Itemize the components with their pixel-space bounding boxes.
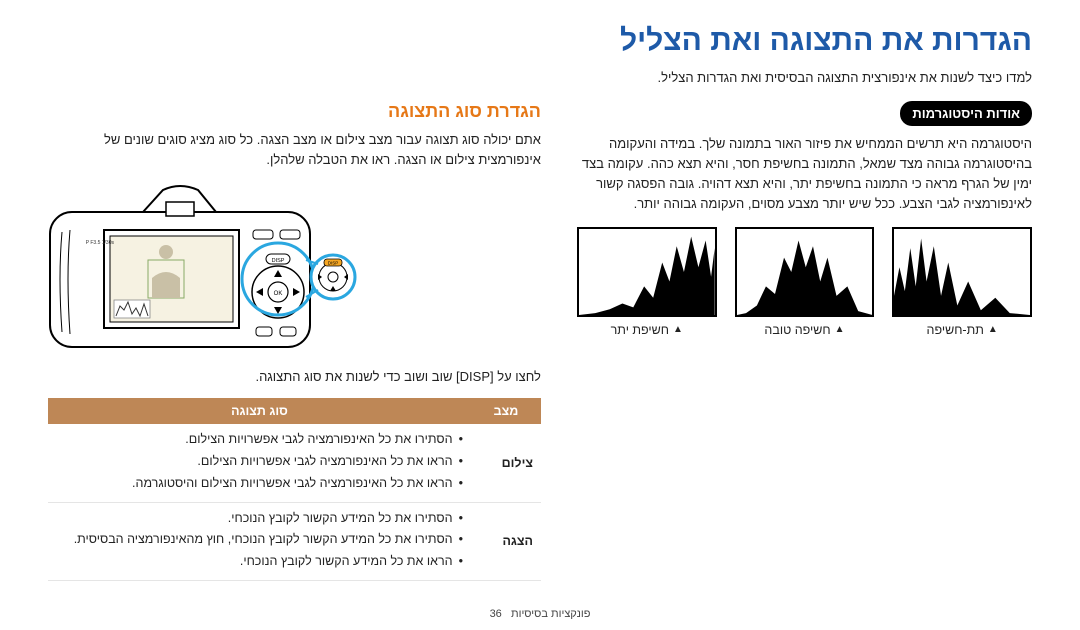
- list-item: הראו את כל המידע הקשור לקובץ הנוכחי.: [56, 552, 463, 571]
- mode-label-play: הצגה: [471, 502, 541, 580]
- intro-text: למדו כיצד לשנות את אינפורצית התצוגה הבסי…: [48, 70, 1032, 85]
- list-item: הסתירו את כל האינפורמציה לגבי אפשרויות ה…: [56, 430, 463, 449]
- table-row: צילום הסתירו את כל האינפורמציה לגבי אפשר…: [48, 424, 541, 502]
- hist-caption-text: חשיפת יתר: [611, 323, 669, 337]
- page-number: 36: [490, 608, 502, 620]
- footer-label: פונקציות בסיסיות: [511, 608, 590, 620]
- svg-text:OK: OK: [274, 291, 283, 297]
- hist-caption-text: חשיפה טובה: [764, 323, 830, 337]
- histogram-sub-header: אודות היסטוגרמות: [900, 101, 1032, 126]
- hist-under-svg: [894, 229, 1030, 315]
- type-col-header: סוג תצוגה: [48, 398, 471, 424]
- triangle-icon: ▲: [673, 324, 683, 335]
- triangle-icon: ▲: [988, 324, 998, 335]
- disp-instruction: לחצו על [DISP] שוב ושוב כדי לשנות את סוג…: [48, 369, 541, 384]
- disp-button-label: DISP: [460, 369, 490, 384]
- mode-items-shoot: הסתירו את כל האינפורמציה לגבי אפשרויות ה…: [48, 424, 471, 502]
- hist-cell-good: חשיפה טובה ▲: [735, 227, 875, 337]
- mode-col-header: מצב: [471, 398, 541, 424]
- disp-suffix: ] שוב ושוב כדי לשנות את סוג התצוגה.: [255, 369, 459, 384]
- hist-box-good: [735, 227, 875, 317]
- display-type-body: אתם יכולה סוג תצוגה עבור מצב צילום או מצ…: [48, 130, 541, 170]
- list-item: הסתירו את כל המידע הקשור לקובץ הנוכחי, ח…: [56, 530, 463, 549]
- triangle-icon: ▲: [835, 324, 845, 335]
- list-item: הראו את כל האינפורמציה לגבי אפשרויות הצי…: [56, 474, 463, 493]
- svg-text:DISP: DISP: [272, 258, 285, 264]
- left-column: אודות היסטוגרמות היסטוגרמה היא תרשים הממ…: [577, 101, 1032, 581]
- display-type-heading: הגדרת סוג התצוגה: [48, 101, 541, 122]
- svg-text:DISP: DISP: [328, 261, 339, 266]
- svg-text:P F3.5 1/30s: P F3.5 1/30s: [86, 240, 115, 246]
- hist-caption-good: חשיפה טובה ▲: [735, 323, 875, 337]
- hist-caption-under: תת-חשיפה ▲: [892, 323, 1032, 337]
- hist-cell-over: חשיפת יתר ▲: [577, 227, 717, 337]
- mode-label-shoot: צילום: [471, 424, 541, 502]
- mode-items-play: הסתירו את כל המידע הקשור לקובץ הנוכחי. ה…: [48, 502, 471, 580]
- histogram-row: תת-חשיפה ▲ חשיפה טובה ▲: [577, 227, 1032, 337]
- table-row: הצגה הסתירו את כל המידע הקשור לקובץ הנוכ…: [48, 502, 541, 580]
- two-column-layout: הגדרת סוג התצוגה אתם יכולה סוג תצוגה עבו…: [48, 101, 1032, 581]
- histogram-body: היסטוגרמה היא תרשים הממחיש את פיזור האור…: [577, 134, 1032, 215]
- footer: פונקציות בסיסיות 36: [0, 608, 1080, 620]
- list-item: הראו את כל האינפורמציה לגבי אפשרויות הצי…: [56, 452, 463, 471]
- hist-over-svg: [579, 229, 715, 315]
- list-item: הסתירו את כל המידע הקשור לקובץ הנוכחי.: [56, 509, 463, 528]
- hist-good-svg: [737, 229, 873, 315]
- camera-back-svg: P F3.5 1/30s OK DISP: [48, 182, 358, 357]
- mode-table: מצב סוג תצוגה צילום הסתירו את כל האינפור…: [48, 398, 541, 581]
- hist-caption-text: תת-חשיפה: [927, 323, 984, 337]
- hist-cell-under: תת-חשיפה ▲: [892, 227, 1032, 337]
- right-column: הגדרת סוג התצוגה אתם יכולה סוג תצוגה עבו…: [48, 101, 541, 581]
- hist-caption-over: חשיפת יתר ▲: [577, 323, 717, 337]
- camera-illustration: P F3.5 1/30s OK DISP: [48, 182, 541, 357]
- hist-box-over: [577, 227, 717, 317]
- page-title: הגדרות את התצוגה ואת הצליל: [48, 24, 1032, 58]
- hist-box-under: [892, 227, 1032, 317]
- disp-prefix: לחצו על [: [490, 369, 541, 384]
